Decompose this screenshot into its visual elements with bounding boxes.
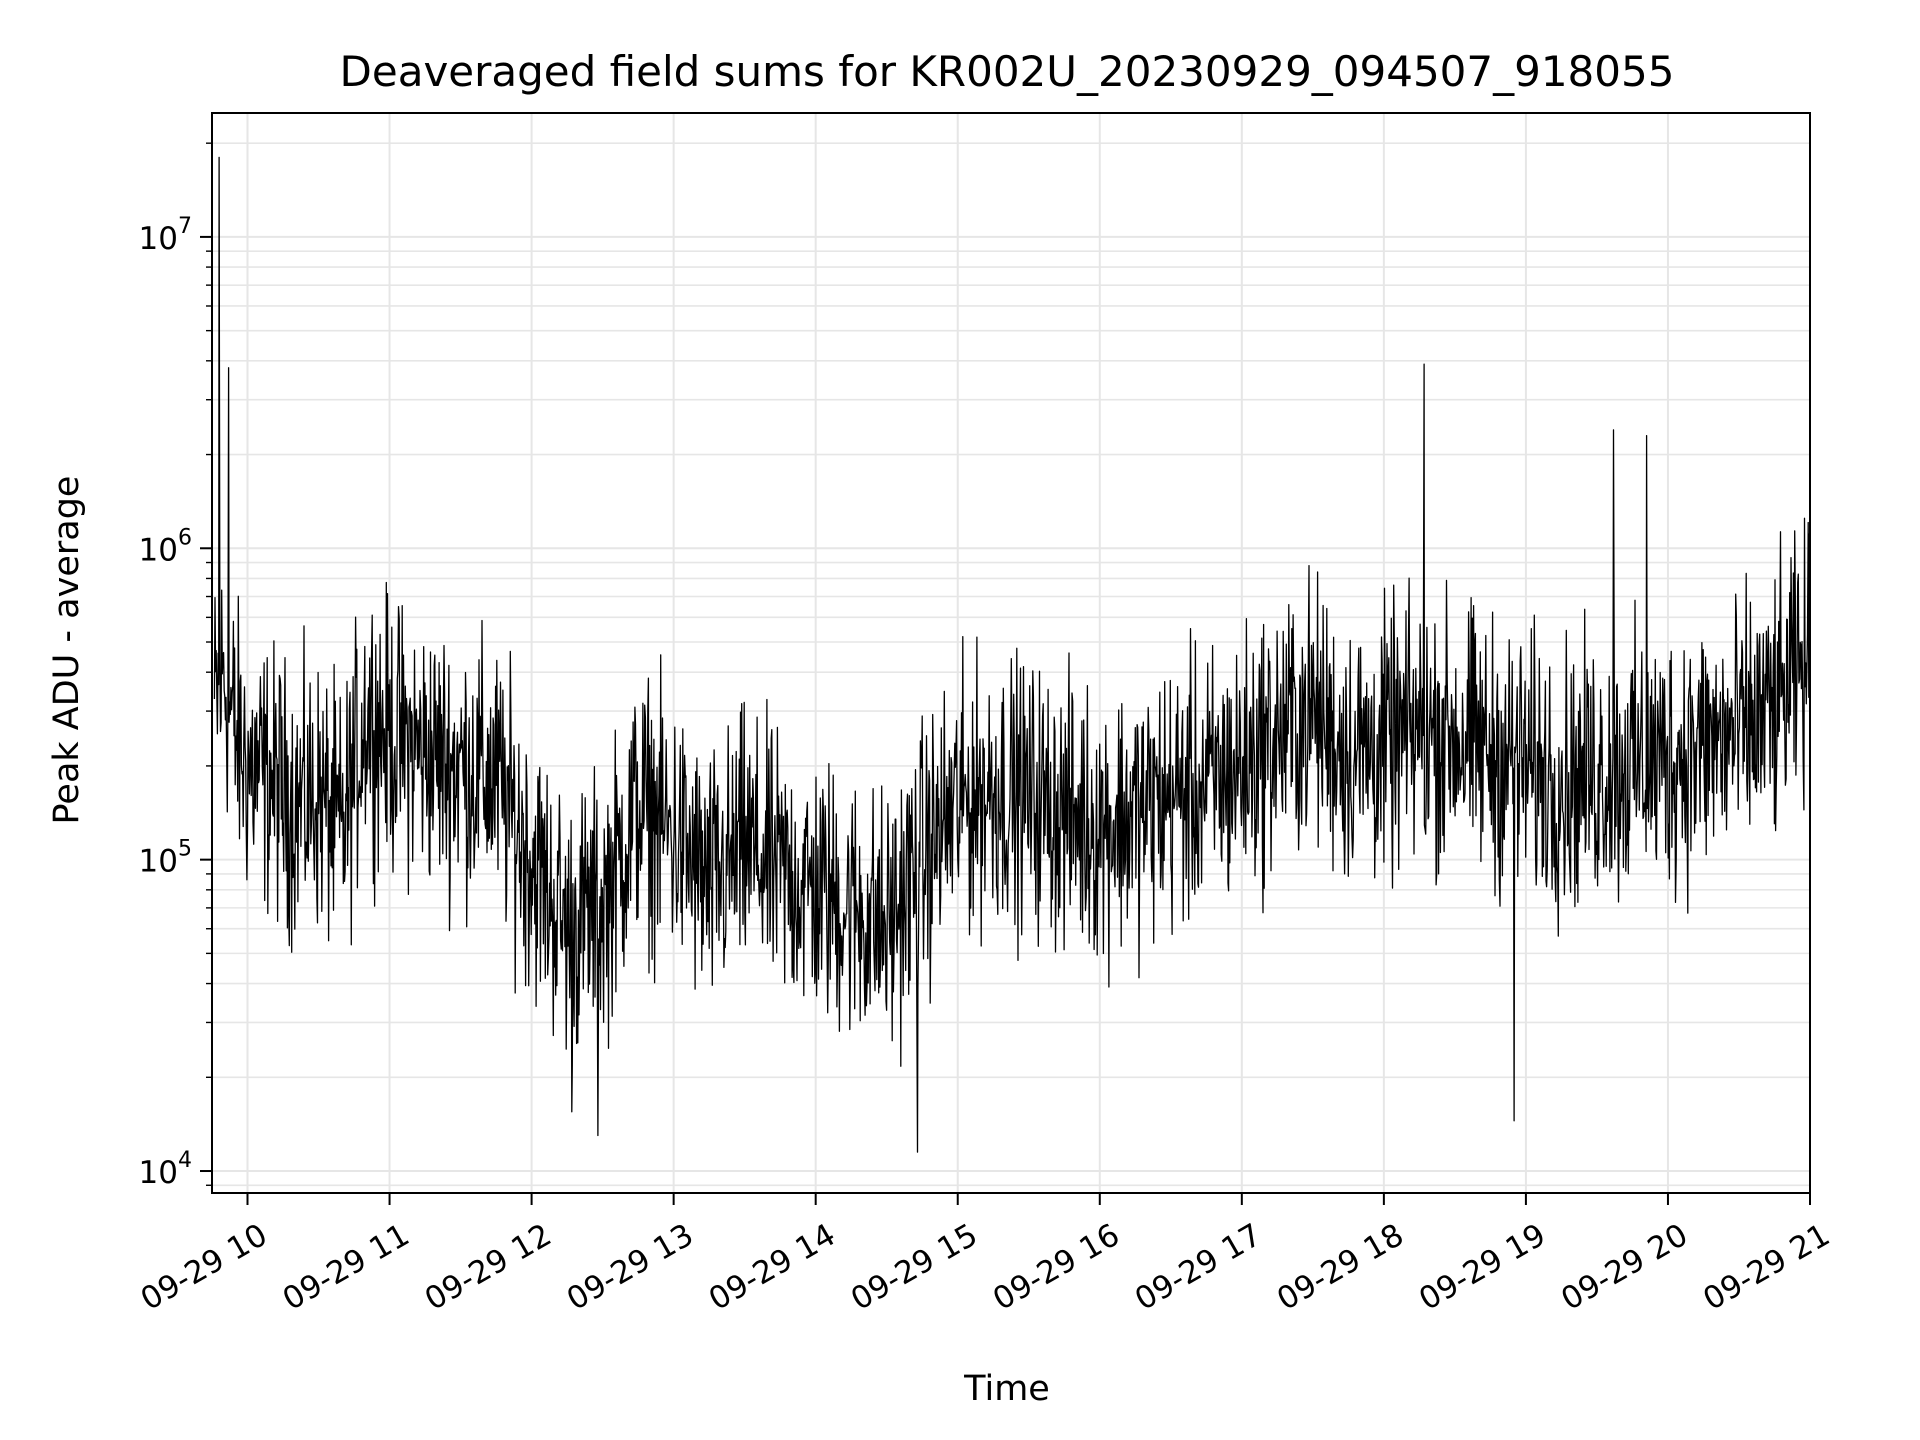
y-tick-label: 104 bbox=[139, 1148, 192, 1191]
y-tick-label: 107 bbox=[139, 214, 192, 257]
series-path bbox=[213, 156, 1811, 1153]
series-line bbox=[213, 156, 1811, 1153]
chart-title: Deaveraged field sums for KR002U_2023092… bbox=[340, 47, 1675, 96]
y-axis-ticks: 104 105 106 107 bbox=[139, 142, 212, 1191]
y-tick-label: 106 bbox=[139, 525, 192, 568]
y-axis-label: Peak ADU - average bbox=[47, 476, 87, 825]
plot-frame bbox=[211, 112, 1811, 1194]
x-axis-label: Time bbox=[963, 1369, 1050, 1409]
y-tick-label: 105 bbox=[139, 837, 192, 880]
